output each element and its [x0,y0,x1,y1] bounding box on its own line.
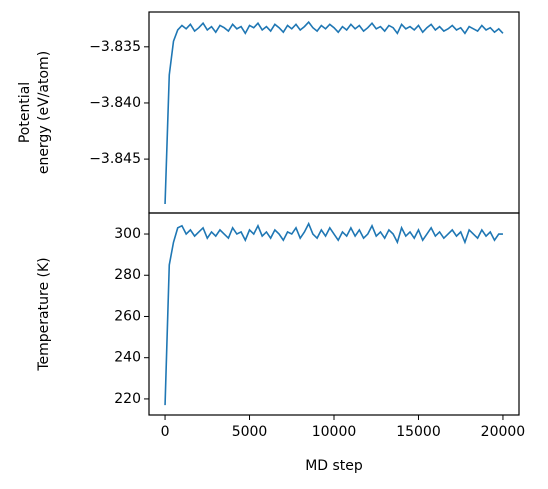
y-axis-label: energy (eV/atom) [36,51,52,174]
y-tick-label: −3.840 [89,95,141,111]
x-tick-label: 15000 [396,424,441,440]
x-tick-label: 20000 [481,424,526,440]
y-tick-label: 220 [114,391,141,407]
x-axis-label: MD step [305,458,363,474]
x-tick-label: 0 [161,424,170,440]
axes-frame [148,212,520,416]
x-tick-label: 10000 [312,424,357,440]
y-tick-label: 280 [114,267,141,283]
y-axis-label: Temperature (K) [36,257,52,371]
y-tick-label: −3.835 [89,39,141,55]
data-line [164,20,504,205]
data-line [164,221,503,406]
x-tick-label: 5000 [232,424,268,440]
y-tick-label: 260 [114,308,141,324]
y-tick-label: −3.845 [89,151,141,167]
y-tick-label: 240 [114,350,141,366]
axes-frame [148,11,520,214]
y-tick-label: 300 [114,226,141,242]
y-axis-label: Potential [17,82,33,143]
